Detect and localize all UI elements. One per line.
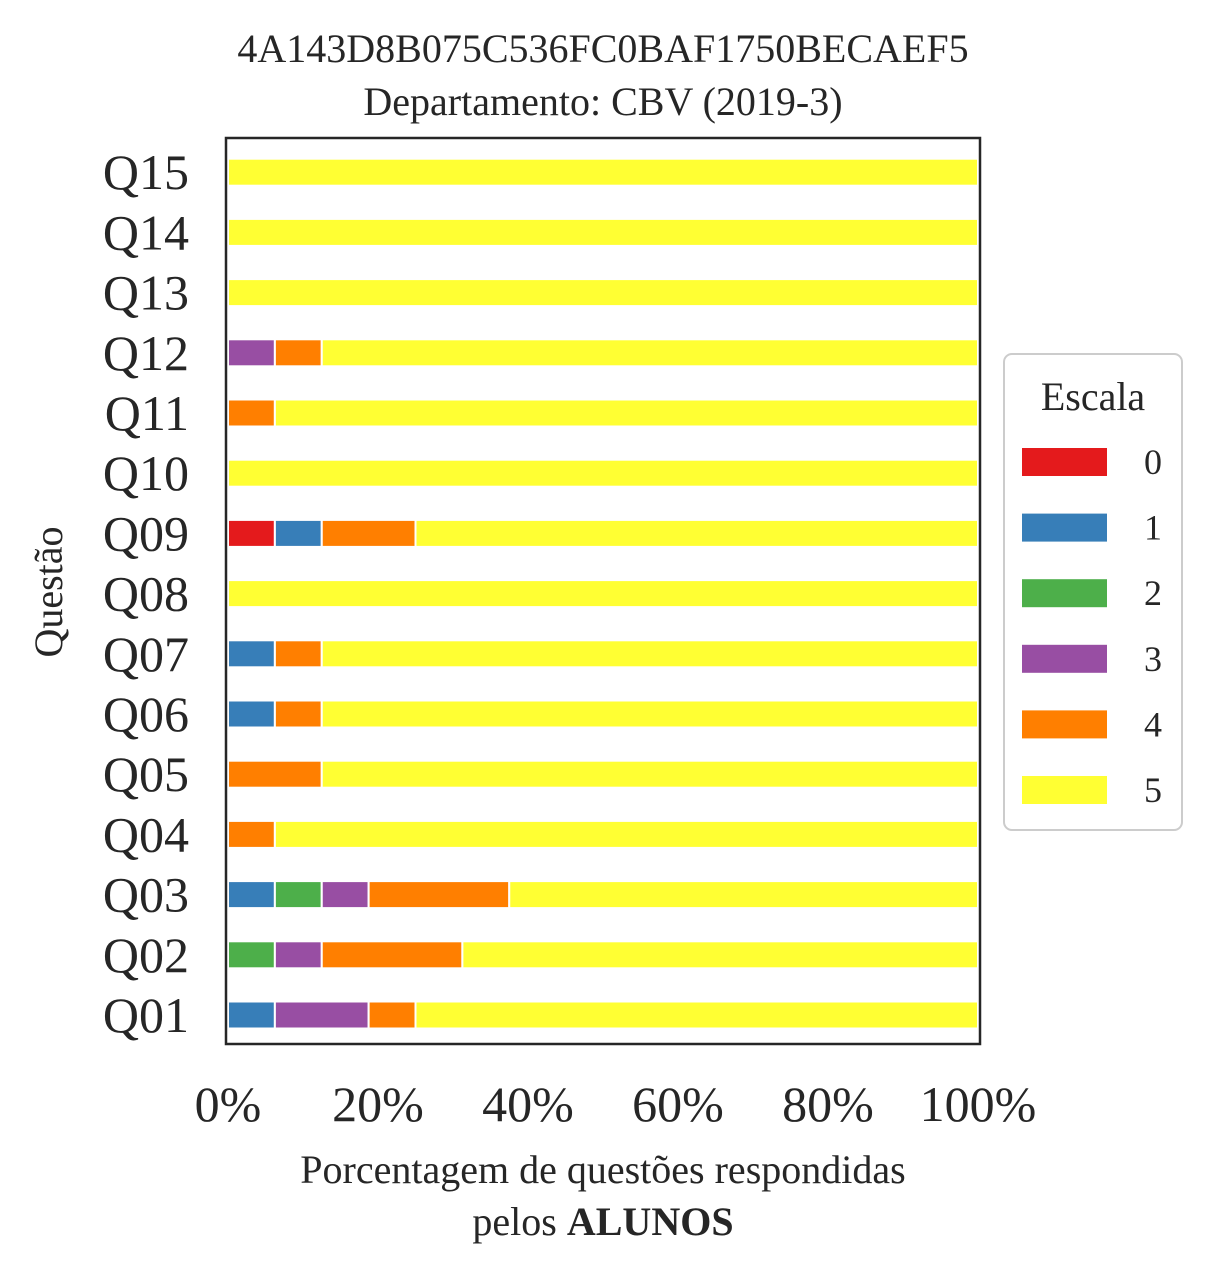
x-tick-label: 100% — [920, 1076, 1037, 1132]
y-tick-label: Q11 — [105, 385, 189, 441]
y-tick-label: Q06 — [103, 686, 189, 742]
bar-q11-scale-5 — [273, 398, 979, 428]
x-tick-label: 20% — [332, 1076, 424, 1132]
y-tick-label: Q12 — [103, 325, 189, 381]
bar-q03-scale-5 — [508, 880, 979, 910]
bar-q08-scale-5 — [227, 579, 979, 609]
bar-q02-scale-4 — [320, 940, 464, 970]
bar-q13-scale-5 — [227, 278, 979, 308]
y-tick-label: Q09 — [103, 505, 189, 561]
bar-q05-scale-4 — [227, 759, 323, 789]
y-tick-label: Q07 — [103, 626, 189, 682]
bar-q03-scale-4 — [367, 880, 511, 910]
legend-swatch-0 — [1022, 448, 1107, 476]
x-axis-label-line2: pelos ALUNOS — [472, 1199, 733, 1244]
legend-label-5: 5 — [1144, 770, 1162, 810]
y-tick-label: Q03 — [103, 867, 189, 923]
bar-q09-scale-1 — [273, 518, 323, 548]
bars-group — [227, 157, 979, 1030]
y-tick-labels: Q01Q02Q03Q04Q05Q06Q07Q08Q09Q10Q11Q12Q13Q… — [103, 144, 189, 1043]
bar-q01-scale-1 — [227, 1000, 276, 1030]
bar-q04-scale-4 — [227, 819, 276, 849]
legend: Escala 0 1 2 3 4 5 — [1003, 353, 1183, 831]
chart-subtitle: Departamento: CBV (2019-3) — [363, 79, 842, 124]
y-tick-label: Q14 — [103, 204, 189, 260]
bar-q04-scale-5 — [273, 819, 979, 849]
bar-q03-scale-1 — [227, 880, 276, 910]
legend-swatch-5 — [1022, 776, 1107, 804]
legend-swatch-3 — [1022, 644, 1107, 673]
bar-q05-scale-5 — [320, 759, 979, 789]
bar-q06-scale-5 — [320, 699, 979, 729]
bar-q01-scale-4 — [367, 1000, 417, 1030]
bar-q01-scale-5 — [414, 1000, 979, 1030]
bar-q10-scale-5 — [227, 458, 979, 488]
plot-frame — [224, 136, 982, 1046]
y-tick-label: Q01 — [103, 987, 189, 1043]
bar-q15-scale-5 — [227, 157, 979, 187]
x-tick-labels: 0% 20% 40% 60% 80% 100% — [195, 1076, 1037, 1132]
x-tick-label: 80% — [782, 1076, 874, 1132]
legend-swatch-2 — [1022, 579, 1107, 608]
legend-title: Escala — [1041, 374, 1146, 419]
y-tick-label: Q05 — [103, 746, 189, 802]
x-tick-label: 60% — [632, 1076, 724, 1132]
bar-q11-scale-4 — [227, 398, 276, 428]
legend-items: 0 1 2 3 4 5 — [1022, 442, 1162, 810]
y-tick-label: Q13 — [103, 265, 189, 321]
bar-q03-scale-3 — [320, 880, 370, 910]
y-tick-label: Q10 — [103, 445, 189, 501]
bar-q01-scale-3 — [273, 1000, 370, 1030]
y-tick-label: Q08 — [103, 566, 189, 622]
bar-q12-scale-5 — [320, 338, 979, 368]
bar-q07-scale-1 — [227, 639, 276, 669]
legend-label-2: 2 — [1144, 573, 1162, 613]
legend-swatch-1 — [1022, 513, 1107, 542]
y-tick-label: Q02 — [103, 927, 189, 983]
bar-q07-scale-5 — [320, 639, 979, 669]
y-tick-label: Q04 — [103, 806, 189, 862]
legend-label-3: 3 — [1144, 639, 1162, 679]
bar-q14-scale-5 — [227, 217, 979, 247]
bar-q07-scale-4 — [273, 639, 323, 669]
x-tick-label: 40% — [482, 1076, 574, 1132]
y-tick-label: Q15 — [103, 144, 189, 200]
x-axis-label-line1: Porcentagem de questões respondidas — [300, 1147, 905, 1192]
bar-q03-scale-2 — [273, 880, 323, 910]
x-axis-label-prefix: pelos — [472, 1199, 566, 1244]
bar-q06-scale-4 — [273, 699, 323, 729]
bar-q02-scale-2 — [227, 940, 276, 970]
bar-q06-scale-1 — [227, 699, 276, 729]
bar-q02-scale-3 — [273, 940, 323, 970]
bar-q12-scale-4 — [273, 338, 323, 368]
legend-label-4: 4 — [1144, 704, 1162, 744]
y-axis-label: Questão — [26, 526, 71, 657]
bar-q09-scale-0 — [227, 518, 276, 548]
chart-title: 4A143D8B075C536FC0BAF1750BECAEF5 — [237, 26, 968, 71]
bar-q12-scale-3 — [227, 338, 276, 368]
legend-swatch-4 — [1022, 710, 1107, 739]
legend-label-0: 0 — [1144, 442, 1162, 482]
legend-label-1: 1 — [1144, 508, 1162, 548]
x-tick-label: 0% — [195, 1076, 262, 1132]
bar-q09-scale-4 — [320, 518, 417, 548]
bar-q02-scale-5 — [461, 940, 979, 970]
bar-q09-scale-5 — [414, 518, 979, 548]
x-axis-label-bold: ALUNOS — [567, 1199, 734, 1244]
